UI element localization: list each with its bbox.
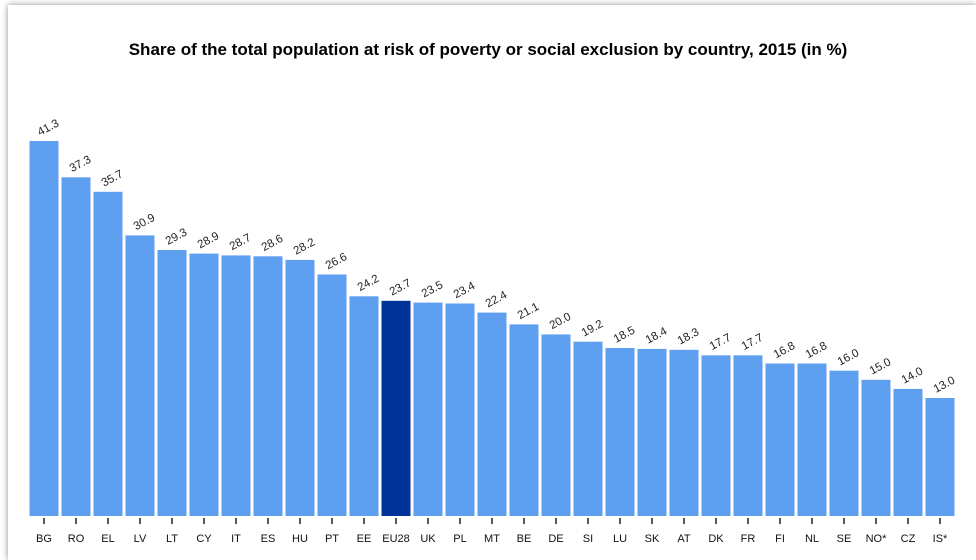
data-label: 16.0 [836,347,861,368]
x-tick-label: LU [613,533,627,545]
bar-lu [605,348,635,516]
data-label: 22.4 [484,289,510,310]
data-label: 23.4 [452,280,478,301]
data-label: 19.2 [580,318,605,339]
bar-at [669,349,699,516]
data-label: 16.8 [804,340,829,361]
data-label: 13.0 [932,375,957,396]
x-tick-label: EL [101,533,114,545]
x-tick-label: SE [837,533,852,545]
data-label: 20.0 [548,311,573,332]
x-tick-label: HU [292,533,308,545]
data-label: 14.0 [900,365,925,386]
data-label: 18.4 [644,325,670,346]
bar-lt [157,250,187,516]
x-tick-label: CY [196,533,212,545]
data-label: 41.3 [36,118,61,139]
x-tick-label: PT [325,533,339,545]
data-label: 30.9 [132,212,157,233]
bar-es [253,256,283,516]
bar-se [829,370,859,516]
x-tick-label: MT [484,533,500,545]
data-label: 17.7 [708,332,733,353]
bar-dk [701,355,731,516]
bar-bg [29,141,59,516]
data-label: 26.6 [324,251,349,272]
data-label: 24.2 [356,273,381,294]
bar-nl [797,363,827,516]
bar-eu28 [381,300,411,516]
data-label: 28.6 [260,233,285,254]
x-tick-label: BG [36,533,52,545]
x-tick-label: AT [677,533,691,545]
bar-be [509,324,539,516]
data-label: 15.0 [868,356,893,377]
bar-no [861,379,891,516]
x-tick-label: BE [517,533,532,545]
data-label: 35.7 [100,168,125,189]
bar-lv [125,235,155,516]
x-tick-label: RO [68,533,85,545]
x-tick-label: FR [741,533,756,545]
data-label: 16.8 [772,340,797,361]
x-tick-label: LV [134,533,147,545]
bar-cy [189,253,219,516]
bar-is [925,398,955,516]
bar-cz [893,388,923,516]
bar-ee [349,296,379,516]
x-tick-label: SI [583,533,593,545]
data-label: 18.5 [612,325,637,346]
x-tick-label: NO* [866,533,888,545]
data-label: 17.7 [740,332,765,353]
data-label: 18.3 [676,326,701,347]
data-label: 28.9 [196,230,221,251]
chart-title: Share of the total population at risk of… [128,40,848,59]
bar-it [221,255,251,516]
x-tick-label: LT [166,533,178,545]
bar-de [541,334,571,516]
x-tick-label: DK [708,533,724,545]
bar-ro [61,177,91,517]
x-tick-label: CZ [901,533,916,545]
bar-pl [445,303,475,516]
x-tick-label: IT [231,533,241,545]
data-label: 21.1 [516,301,541,322]
bar-hu [285,259,315,516]
x-tick-label: PL [453,533,466,545]
data-label: 28.2 [292,236,317,257]
x-tick-label: EU28 [382,533,410,545]
bar-fi [765,363,795,516]
x-tick-label: DE [548,533,563,545]
bar-fr [733,355,763,516]
x-tick-label: UK [420,533,436,545]
bar-el [93,191,123,517]
x-tick-label: EE [357,533,372,545]
data-label: 23.5 [420,279,445,300]
x-tick-label: FI [775,533,785,545]
x-tick-label: IS* [933,533,948,545]
data-label: 29.3 [164,227,189,248]
data-label: 28.7 [228,232,253,253]
bar-mt [477,312,507,516]
bar-si [573,341,603,516]
data-label: 37.3 [68,154,93,175]
bar-uk [413,302,443,516]
x-tick-label: NL [805,533,819,545]
bar-pt [317,274,347,516]
x-tick-label: SK [645,533,660,545]
bar-sk [637,348,667,516]
data-label: 23.7 [388,277,413,298]
x-tick-label: ES [261,533,276,545]
